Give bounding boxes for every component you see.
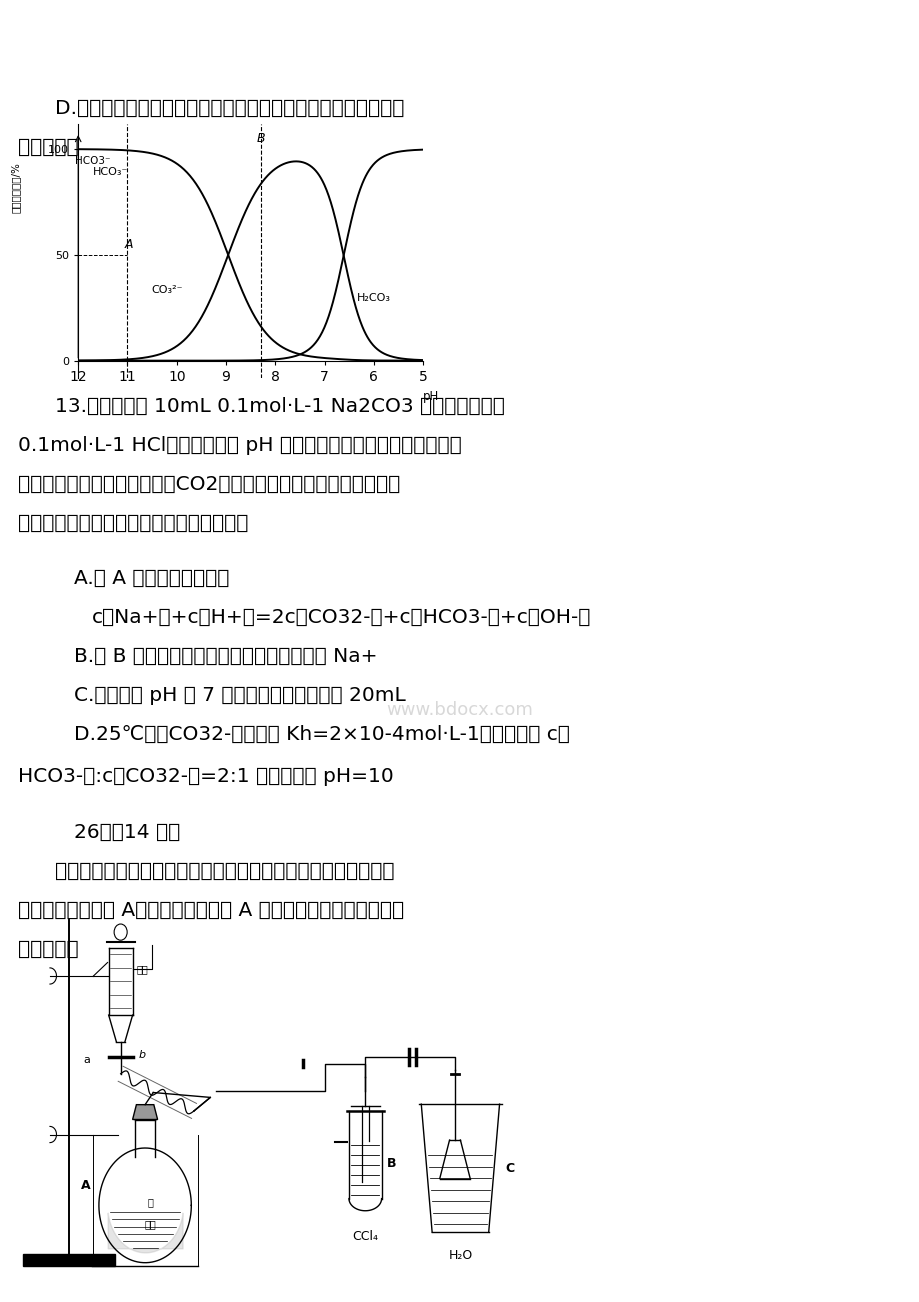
Text: D.为使电池稳定运行，电池的电解质组成应保持恒定。该电池工: D.为使电池稳定运行，电池的电解质组成应保持恒定。该电池工 bbox=[55, 99, 404, 118]
Text: H₂CO₃: H₂CO₃ bbox=[357, 293, 391, 303]
Text: www.bdocx.com: www.bdocx.com bbox=[386, 700, 533, 719]
Text: 制备溴苯的实验装置如下图，将液溴从恒压滴液漏斗慢慢滴入盛: 制备溴苯的实验装置如下图，将液溴从恒压滴液漏斗慢慢滴入盛 bbox=[55, 862, 394, 881]
Text: 苯: 苯 bbox=[147, 1197, 153, 1207]
Text: b: b bbox=[139, 1051, 145, 1060]
Text: 物质的量分数变化如图所示（CO2因逸出未画出，忽略因气体逸出引: 物质的量分数变化如图所示（CO2因逸出未画出，忽略因气体逸出引 bbox=[18, 475, 400, 495]
Text: 0.1mol·L-1 HCl溶液，溶液的 pH 逐渐降低，此时溶液中含碳微粒的: 0.1mol·L-1 HCl溶液，溶液的 pH 逐渐降低，此时溶液中含碳微粒的 bbox=[18, 436, 461, 456]
Text: a: a bbox=[84, 1056, 91, 1065]
Text: B.在 B 点所示的溶液中，浓度最大的离子是 Na+: B.在 B 点所示的溶液中，浓度最大的离子是 Na+ bbox=[74, 647, 377, 667]
Text: 有苯和铁粉的烧瓶 A。反应结束后，对 A 中的液体进行后续处理即可: 有苯和铁粉的烧瓶 A。反应结束后，对 A 中的液体进行后续处理即可 bbox=[18, 901, 404, 921]
Text: 作时，应有物质 A 循环利用，A 为 CO2: 作时，应有物质 A 循环利用，A 为 CO2 bbox=[18, 138, 271, 158]
Text: HCO₃⁻: HCO₃⁻ bbox=[93, 167, 128, 177]
Text: C.当溶液的 pH 为 7 时，溶液的总体积大于 20mL: C.当溶液的 pH 为 7 时，溶液的总体积大于 20mL bbox=[74, 686, 405, 706]
Text: H₂O: H₂O bbox=[448, 1249, 472, 1262]
Text: HCO3-）:c（CO32-）=2:1 时，溶液的 pH=10: HCO3-）:c（CO32-）=2:1 时，溶液的 pH=10 bbox=[18, 767, 393, 786]
Bar bbox=[23, 1254, 115, 1266]
Text: C: C bbox=[505, 1161, 514, 1174]
Text: 铁粉: 铁粉 bbox=[144, 1219, 156, 1229]
Text: 起的溶液体积变化），下列说法不正确的是: 起的溶液体积变化），下列说法不正确的是 bbox=[18, 514, 248, 534]
Text: A: A bbox=[81, 1178, 91, 1191]
Text: 获得溴苯。: 获得溴苯。 bbox=[18, 940, 79, 960]
Text: D.25℃时，CO32-水解常数 Kh=2×10-4mol·L-1，当溶液中 c（: D.25℃时，CO32-水解常数 Kh=2×10-4mol·L-1，当溶液中 c… bbox=[74, 725, 569, 745]
Text: 13.常温下，在 10mL 0.1mol·L-1 Na2CO3 溶液中逐滴加入: 13.常温下，在 10mL 0.1mol·L-1 Na2CO3 溶液中逐滴加入 bbox=[55, 397, 505, 417]
Text: A: A bbox=[125, 238, 133, 250]
Text: HCO3⁻: HCO3⁻ bbox=[75, 156, 110, 167]
Text: B: B bbox=[256, 132, 265, 145]
Text: 26．（14 分）: 26．（14 分） bbox=[74, 823, 179, 842]
Text: CO₃²⁻: CO₃²⁻ bbox=[151, 285, 183, 296]
Polygon shape bbox=[132, 1104, 157, 1120]
Text: 物质的量分数/%: 物质的量分数/% bbox=[11, 161, 21, 212]
Text: B: B bbox=[387, 1156, 396, 1169]
Text: pH: pH bbox=[423, 391, 439, 404]
Text: 液溴: 液溴 bbox=[137, 965, 149, 974]
Text: CCl₄: CCl₄ bbox=[352, 1230, 378, 1243]
Text: c（Na+）+c（H+）=2c（CO32-）+c（HCO3-）+c（OH-）: c（Na+）+c（H+）=2c（CO32-）+c（HCO3-）+c（OH-） bbox=[92, 608, 591, 628]
Text: A.在 A 点所示的溶液中：: A.在 A 点所示的溶液中： bbox=[74, 569, 229, 589]
